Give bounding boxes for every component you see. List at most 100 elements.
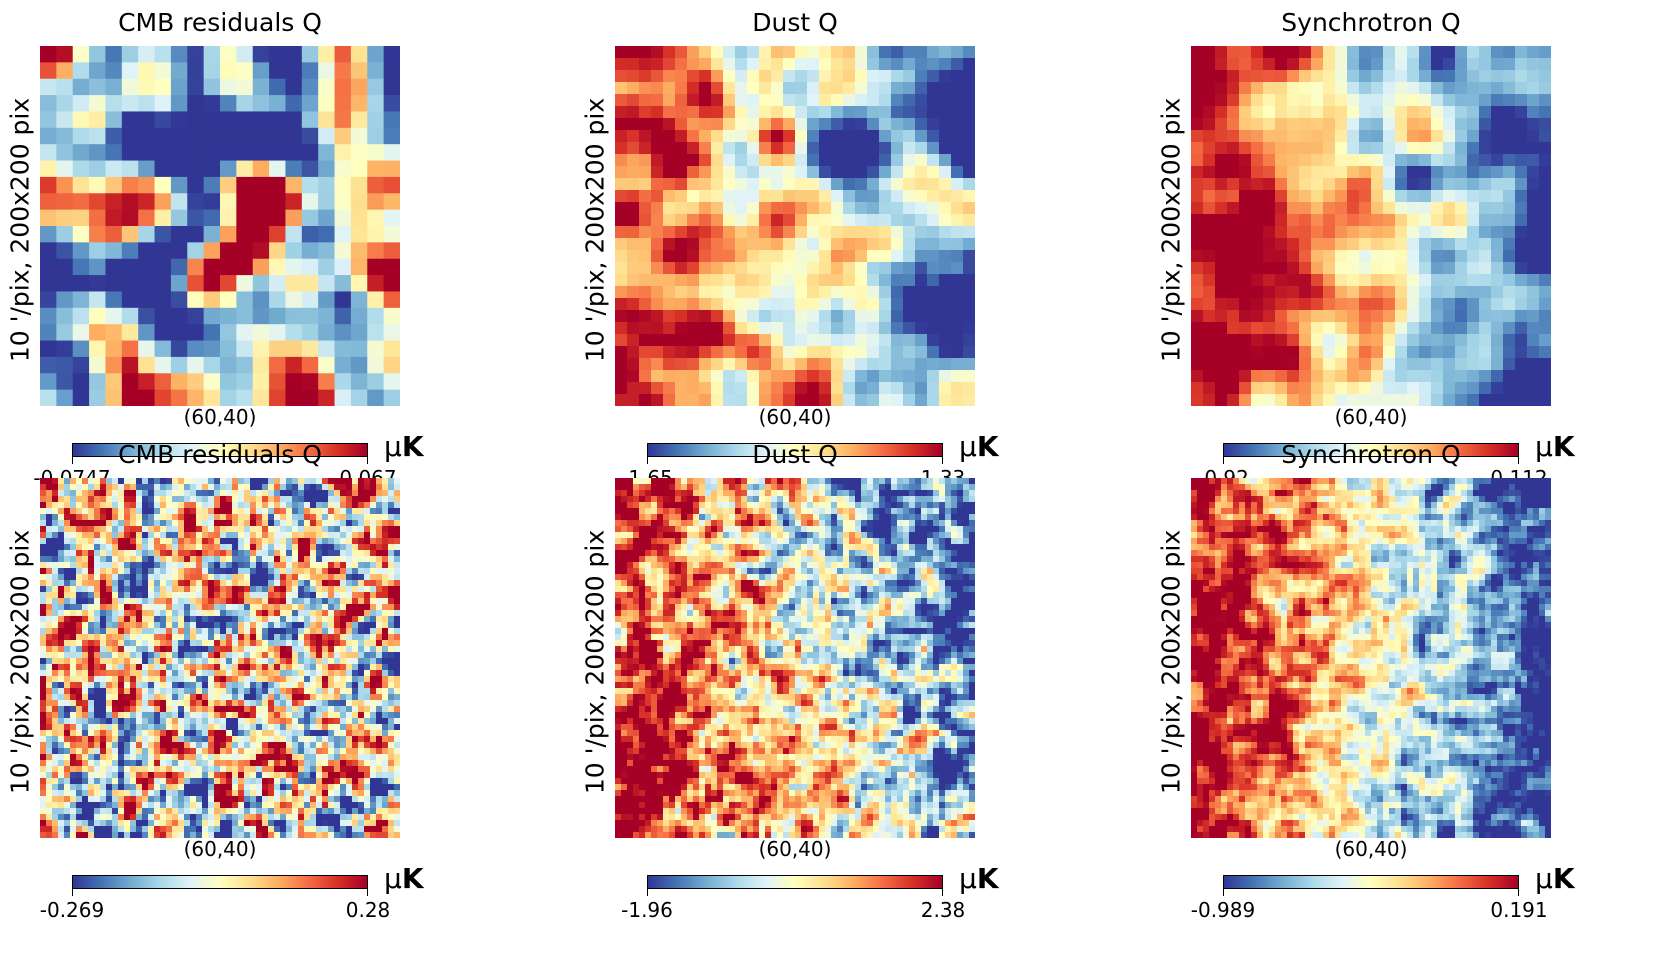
heatmap-cell [166, 694, 173, 701]
heatmap-cell [927, 130, 940, 143]
heatmap-cell [214, 484, 221, 491]
heatmap-cell [232, 616, 239, 623]
heatmap-cell [220, 78, 237, 96]
heatmap-cell [72, 193, 90, 211]
heatmap-cell [1311, 346, 1324, 359]
heatmap-cell [190, 508, 197, 515]
heatmap-cell [232, 550, 239, 557]
heatmap-cell [172, 730, 179, 737]
heatmap-cell [963, 142, 975, 155]
heatmap-cell [136, 490, 143, 497]
heatmap-cell [100, 724, 107, 731]
heatmap-cell [1467, 286, 1480, 299]
heatmap-cell [250, 670, 257, 677]
heatmap-cell [318, 340, 336, 358]
heatmap-cell [783, 154, 796, 167]
heatmap-cell [951, 226, 964, 239]
heatmap-cell [316, 538, 323, 545]
heatmap-cell [160, 736, 167, 743]
heatmap-cell [759, 82, 772, 95]
heatmap-cell [627, 298, 640, 311]
heatmap-cell [651, 142, 664, 155]
heatmap-cell [1539, 226, 1551, 239]
heatmap-cell [367, 62, 385, 80]
heatmap-cell [346, 664, 353, 671]
heatmap-cell [105, 160, 123, 178]
heatmap-cell [1299, 370, 1312, 383]
heatmap-cell [1431, 142, 1444, 155]
heatmap-cell [322, 496, 329, 503]
heatmap-cell [346, 700, 353, 707]
heatmap-cell [663, 118, 676, 131]
heatmap-cell [124, 544, 131, 551]
heatmap-cell [301, 209, 319, 227]
heatmap-cell [771, 166, 784, 179]
heatmap-cell [1323, 106, 1336, 119]
heatmap-cell [1383, 178, 1396, 191]
heatmap-cell [915, 238, 928, 251]
heatmap-cell [367, 209, 385, 227]
heatmap-cell [334, 532, 341, 539]
heatmap-cell [112, 574, 119, 581]
heatmap-cell [286, 598, 293, 605]
heatmap-cell [148, 502, 155, 509]
heatmap-cell [1227, 346, 1240, 359]
heatmap-cell [367, 127, 385, 145]
heatmap-cell [316, 562, 323, 569]
heatmap-cell [855, 274, 868, 287]
heatmap-cell [915, 142, 928, 155]
heatmap-cell [1311, 202, 1324, 215]
heatmap-cell [819, 142, 832, 155]
heatmap-cell [244, 712, 251, 719]
heatmap-cell [939, 370, 952, 383]
heatmap-cell [723, 130, 736, 143]
heatmap-cell [236, 78, 254, 96]
heatmap-cell [1371, 382, 1384, 395]
heatmap-cell [88, 700, 95, 707]
heatmap-cell [52, 640, 59, 647]
heatmap-cell [46, 580, 53, 587]
heatmap-cell [285, 78, 303, 96]
heatmap-cell [903, 178, 916, 191]
heatmap-cell [232, 526, 239, 533]
heatmap-cell [1407, 130, 1420, 143]
heatmap-cell [58, 628, 65, 635]
heatmap-cell [274, 676, 281, 683]
heatmap-cell [843, 58, 856, 71]
heatmap-cell [160, 496, 167, 503]
heatmap-cell [1347, 358, 1360, 371]
heatmap-cell [1263, 274, 1276, 287]
heatmap-cell [1215, 310, 1228, 323]
heatmap-cell [136, 484, 143, 491]
heatmap-cell [292, 724, 299, 731]
heatmap-cell [807, 334, 820, 347]
heatmap-cell [350, 324, 368, 342]
heatmap-cell [1467, 118, 1480, 131]
heatmap-cell [951, 154, 964, 167]
heatmap-cell [370, 586, 377, 593]
heatmap-cell [1275, 46, 1288, 59]
heatmap-cell [807, 310, 820, 323]
heatmap-cell [52, 562, 59, 569]
heatmap-cell [370, 628, 377, 635]
heatmap-cell [166, 502, 173, 509]
heatmap-cell [232, 484, 239, 491]
heatmap-cell [52, 694, 59, 701]
heatmap-cell [951, 346, 964, 359]
heatmap-cell [759, 190, 772, 203]
heatmap-cell [963, 358, 975, 371]
heatmap-cell [286, 634, 293, 641]
heatmap-cell [328, 586, 335, 593]
heatmap-cell [1191, 358, 1204, 371]
heatmap-cell [1527, 94, 1540, 107]
heatmap-cell [220, 340, 237, 358]
heatmap-cell [232, 568, 239, 575]
heatmap-cell [615, 322, 628, 335]
heatmap-cell [855, 154, 868, 167]
heatmap-cell [154, 730, 161, 737]
heatmap-cell [76, 736, 83, 743]
heatmap-cell [280, 562, 287, 569]
heatmap-cell [759, 118, 772, 131]
heatmap-cell [280, 568, 287, 575]
heatmap-cell [286, 484, 293, 491]
